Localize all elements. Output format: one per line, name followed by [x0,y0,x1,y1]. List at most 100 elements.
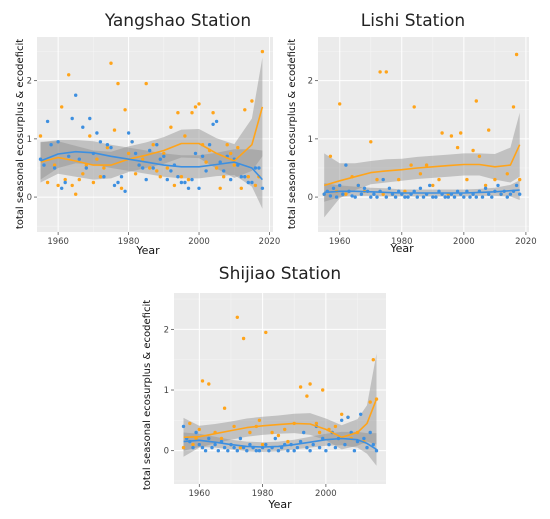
data-point-blue [238,436,243,441]
data-point-orange [60,105,64,109]
y-axis-label: total seasonal ecosurplus & ecodeficit [287,39,298,229]
y-tick-label: 1 [27,135,32,145]
data-point-blue [250,180,254,185]
data-point-orange [232,424,236,429]
data-point-orange [378,70,382,74]
data-point-blue [375,195,379,199]
data-point-orange [437,177,441,182]
data-point-orange [243,108,247,112]
data-point-orange [219,436,224,441]
trend-line-orange [323,144,521,187]
data-point-orange [264,330,268,335]
data-point-blue [267,449,271,453]
data-point-orange [98,175,103,179]
data-point-blue [276,449,281,453]
data-point-orange [183,134,187,138]
data-point-blue [350,194,354,198]
x-tick-label: 2000 [188,237,210,247]
trend-line-orange [183,398,378,439]
data-point-blue [508,192,513,196]
confidence-ribbon-blue [183,431,377,466]
data-point-orange [193,105,198,109]
data-point-blue [302,430,306,435]
data-point-blue [155,143,159,147]
data-point-blue [431,195,435,199]
data-point-blue [474,195,478,199]
data-point-blue [183,180,187,185]
data-point-orange [74,192,78,196]
y-axis-label: total seasonal ecosurplus & ecodeficit [142,300,153,490]
data-point-orange [305,394,309,398]
data-point-blue [362,436,366,441]
data-point-blue [311,442,315,447]
x-tick-label: 1980 [252,489,274,499]
data-point-orange [191,442,195,447]
data-point-blue [218,160,222,164]
data-point-orange [144,81,148,86]
x-tick-label: 1980 [391,237,413,247]
data-point-blue [352,449,357,453]
data-point-orange [141,157,145,161]
data-point-blue [70,116,74,121]
data-point-orange [165,166,169,170]
data-point-orange [188,421,192,426]
data-point-orange [91,180,96,185]
data-point-orange [338,102,342,106]
data-point-orange [190,111,194,115]
data-point-orange [314,421,319,426]
data-point-blue [95,131,99,135]
data-point-orange [253,183,258,188]
data-point-blue [368,430,372,435]
data-point-blue [88,116,92,121]
data-point-orange [250,99,254,103]
data-point-orange [239,186,243,190]
data-point-orange [225,143,229,147]
data-point-blue [126,131,131,135]
data-point-blue [207,436,211,441]
data-point-orange [449,134,454,138]
data-point-blue [98,140,103,144]
data-point-blue [207,143,212,147]
data-point-orange [455,145,460,150]
data-point-orange [246,175,250,179]
y-axis-label: total seasonal ecosurplus & ecodeficit [15,39,26,229]
data-point-blue [346,415,350,419]
data-point-blue [359,412,363,416]
data-point-blue [260,186,265,190]
data-point-orange [368,400,372,404]
data-point-orange [222,175,226,179]
data-point-blue [181,424,186,429]
data-point-orange [155,169,159,173]
data-point-orange [158,175,162,179]
data-point-blue [165,177,169,182]
data-point-blue [505,195,509,199]
data-point-blue [356,183,360,188]
data-point-blue [102,175,106,179]
data-point-blue [340,418,344,422]
data-point-orange [381,192,385,196]
data-point-blue [371,442,375,447]
data-point-blue [123,189,127,193]
data-point-orange [424,163,429,167]
data-point-blue [197,442,201,447]
data-point-orange [123,108,127,112]
data-point-orange [493,177,497,182]
data-point-blue [81,125,85,129]
data-point-orange [204,160,208,164]
y-tick-label: 2 [308,77,313,87]
data-point-blue [193,151,198,156]
data-point-blue [372,192,376,196]
trend-line-orange [40,106,264,166]
data-point-orange [38,134,43,138]
data-point-orange [412,105,416,109]
data-point-blue [67,154,71,158]
data-point-orange [403,189,407,193]
data-point-orange [45,180,50,185]
data-point-orange [70,183,74,188]
data-point-blue [248,442,252,447]
data-point-blue [374,449,379,453]
data-point-orange [229,151,233,156]
confidence-ribbon-blue [324,180,520,202]
data-point-orange [105,145,110,150]
chart-title: Yangshao Station [104,11,251,31]
